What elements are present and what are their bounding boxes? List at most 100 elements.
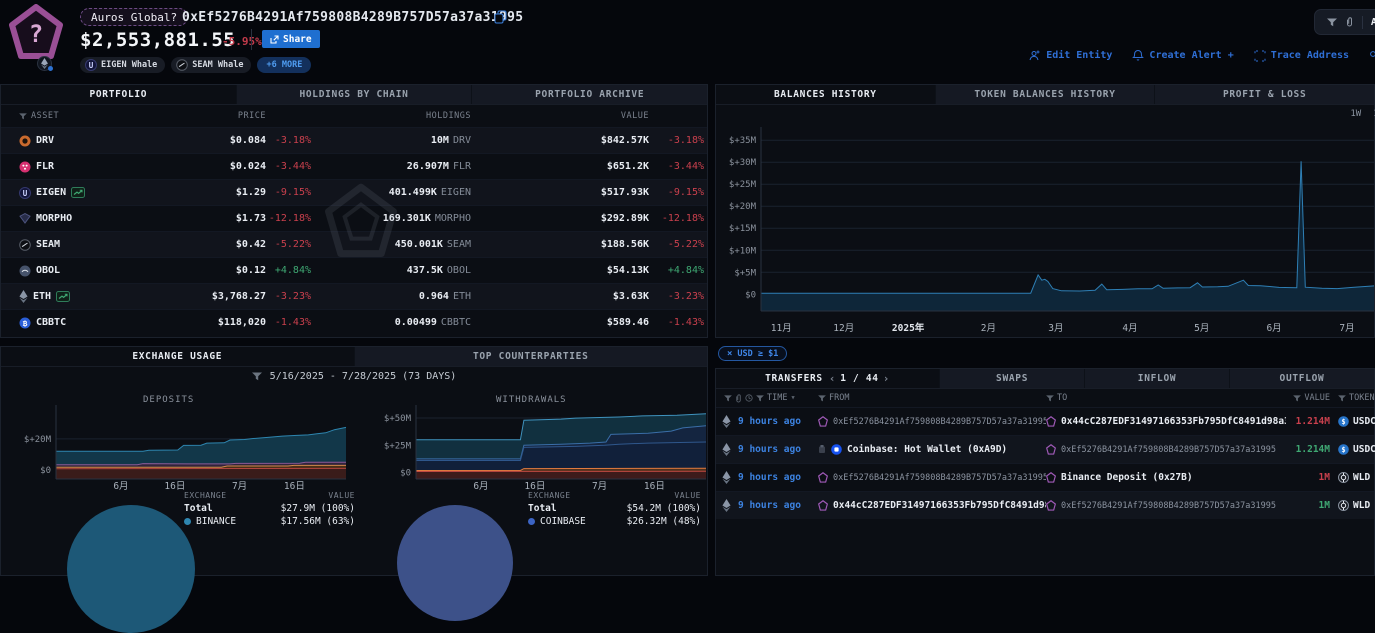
transfer-token[interactable]: WLD (1330, 472, 1375, 483)
deposits-chart[interactable]: $0 $+20M 6月 16日 7月 16日 (17, 401, 353, 493)
transfer-time[interactable]: 9 hours ago (738, 500, 801, 511)
share-icon (270, 34, 279, 44)
transfer-time[interactable]: 9 hours ago (738, 416, 801, 427)
transfer-row[interactable]: 9 hours ago 0xEf5276B4291Af759808B4289B75… (716, 407, 1375, 435)
deposits-pie-chart[interactable] (67, 505, 195, 633)
transfer-from-address[interactable]: Coinbase: Hot Wallet (0xA9D) (818, 444, 1046, 455)
svg-text:16日: 16日 (524, 481, 545, 492)
next-page-icon[interactable]: › (882, 372, 891, 385)
column-asset[interactable]: ASSET (19, 111, 169, 121)
asset-value: $292.89K (600, 213, 649, 224)
transfer-row[interactable]: 9 hours ago 0xEf5276B4291Af759808B4289B75… (716, 463, 1374, 491)
tab-profit-loss[interactable]: PROFIT & LOSS (1154, 85, 1375, 104)
asset-row-seam[interactable]: SEAM $0.42 -5.22% 450.001K SEAM $188.56K -5.22… (1, 231, 707, 257)
tab-swaps[interactable]: SWAPS (939, 369, 1085, 388)
transfer-value: 1.214M (1295, 416, 1330, 427)
chevron-down-icon: ▾ (790, 393, 796, 403)
tab-exchange-usage[interactable]: EXCHANGE USAGE (132, 351, 223, 362)
withdrawals-pie-chart[interactable] (397, 505, 513, 621)
asset-value: $3.63K (612, 291, 649, 302)
tab-holdings-by-chain[interactable]: HOLDINGS BY CHAIN (235, 85, 472, 104)
asset-row-cbbtc[interactable]: ₿ CBBTC $118,020 -1.43% 0.00499 CBBTC $589.46 -… (1, 309, 707, 335)
tab-transfers[interactable]: TRANSFERS ‹ 1 / 44 › (765, 372, 891, 385)
transfer-from-address[interactable]: 0xEf5276B4291Af759808B4289B757D57a37a319… (818, 416, 1046, 427)
svg-text:$: $ (1341, 418, 1345, 426)
svg-text:$+10M: $+10M (729, 246, 757, 256)
usdc-icon: $ (1338, 416, 1349, 427)
entity-tag[interactable]: +6 MORE (257, 57, 312, 73)
asset-name: SEAM (36, 239, 61, 250)
asset-row-drv[interactable]: DRV $0.084 -3.18% 10M DRV $842.57K -3.18% (1, 127, 707, 153)
column-holdings[interactable]: HOLDINGS (426, 111, 471, 121)
withdrawals-chart[interactable]: $0 $+25M $+50M 6月 16日 7月 16日 (377, 401, 713, 493)
svg-text:U: U (89, 61, 94, 70)
edit-entity-button[interactable]: Edit Entity (1028, 49, 1112, 62)
prev-page-icon[interactable]: ‹ (828, 372, 837, 385)
column-value[interactable]: VALUE (1286, 393, 1330, 403)
trace-address-button[interactable]: Trace Address (1254, 50, 1349, 62)
tab-portfolio-archive[interactable]: PORTFOLIO ARCHIVE (471, 85, 708, 104)
svg-text:16日: 16日 (644, 481, 665, 492)
column-value[interactable]: VALUE (620, 111, 649, 121)
visualize-network-icon[interactable] (1369, 46, 1375, 65)
svg-text:6月: 6月 (113, 481, 128, 492)
transfer-row[interactable]: 9 hours ago Coinbase: Hot Wallet (0xA9D) 0… (716, 435, 1375, 463)
wallet-address[interactable]: 0xEf5276B4291Af759808B4289B757D57a37a319… (182, 10, 524, 25)
transfer-value: 1M (1318, 472, 1330, 483)
divider (1361, 15, 1363, 29)
svg-text:7月: 7月 (592, 481, 607, 492)
transfer-from-address[interactable]: 0xEf5276B4291Af759808B4289B757D57a37a319… (818, 472, 1046, 483)
column-from[interactable]: FROM (818, 393, 1046, 403)
usd-filter-pill[interactable]: × USD ≥ $1 (718, 346, 788, 361)
share-button[interactable]: Share (262, 30, 320, 48)
asset-price: $0.084 (229, 135, 266, 146)
transfer-to-address[interactable]: 0xEf5276B4291Af759808B4289B757D57a37a319… (1046, 444, 1286, 455)
portfolio-panel: PORTFOLIO HOLDINGS BY CHAIN PORTFOLIO AR… (0, 84, 708, 338)
balances-panel: BALANCES HISTORY TOKEN BALANCES HISTORY … (715, 84, 1375, 338)
transfer-time[interactable]: 9 hours ago (738, 444, 801, 455)
drv-icon (19, 135, 31, 147)
tab-outflow[interactable]: OUTFLOW (1229, 369, 1374, 388)
asset-row-obol[interactable]: OBOL $0.12 +4.84% 437.5K OBOL $54.13K +4.84% (1, 257, 707, 283)
tab-token-balances-history[interactable]: TOKEN BALANCES HISTORY (934, 85, 1155, 104)
date-range-filter[interactable]: 5/16/2025 - 7/28/2025 (73 DAYS) (1, 371, 707, 382)
remove-filter-icon[interactable]: × (727, 348, 733, 359)
entity-tag[interactable]: SEAM Whale (171, 57, 252, 73)
network-filter-pill[interactable]: ALL NE (1313, 9, 1375, 35)
balances-tabs: BALANCES HISTORY TOKEN BALANCES HISTORY … (716, 85, 1375, 105)
column-token[interactable]: TOKEN (1330, 393, 1375, 403)
column-to[interactable]: TO (1046, 393, 1286, 403)
balances-history-chart[interactable]: $0 $+5M $+10M $+15M $+20M $+25M $+30M $+35M 11月 1… (729, 123, 1375, 335)
transfer-time[interactable]: 9 hours ago (738, 472, 801, 483)
range-1w[interactable]: 1W (1350, 109, 1362, 119)
svg-text:$+15M: $+15M (729, 224, 757, 234)
copy-address-icon[interactable] (494, 9, 507, 28)
entity-name-badge[interactable]: Auros Global? (80, 8, 189, 26)
transfer-to-address[interactable]: 0xEf5276B4291Af759808B4289B757D57a37a319… (1046, 500, 1286, 511)
svg-text:7月: 7月 (1339, 323, 1354, 334)
asset-price-pct: -3.44% (274, 161, 311, 172)
transfer-to-address[interactable]: 0x44cC287EDF31497166353Fb795DfC8491d98a3… (1046, 416, 1286, 427)
transfer-token[interactable]: WLD (1330, 500, 1375, 511)
asset-row-eth[interactable]: ETH $3,768.27 -3.23% 0.964 ETH $3.63K -3.23% (1, 283, 707, 309)
range-1m[interactable]: 1M (1373, 109, 1375, 119)
tab-balances-history[interactable]: BALANCES HISTORY (773, 89, 877, 100)
transfer-token[interactable]: $ USDC (1330, 444, 1375, 455)
column-time[interactable]: TIME ▾ (722, 393, 818, 403)
filter-icon (724, 394, 732, 401)
asset-row-flr[interactable]: FLR $0.024 -3.44% 26.907M FLR $651.2K -3.44% (1, 153, 707, 179)
asset-row-morpho[interactable]: MORPHO $1.73 -12.18% 169.301K MORPHO $292.89K… (1, 205, 707, 231)
create-alert-button[interactable]: Create Alert + (1132, 49, 1234, 62)
transfer-row[interactable]: 9 hours ago 0x44cC287EDF31497166353Fb795D… (716, 491, 1374, 519)
tab-inflow[interactable]: INFLOW (1084, 369, 1230, 388)
transfer-to-address[interactable]: Binance Deposit (0x27B) (1046, 472, 1286, 483)
asset-row-eigen[interactable]: U EIGEN $1.29 -9.15% 401.499K EIGEN $517.93K -9… (1, 179, 707, 205)
column-price[interactable]: PRICE (237, 111, 266, 121)
transfer-token[interactable]: $ USDC (1330, 416, 1375, 427)
entity-tag[interactable]: U EIGEN Whale (80, 57, 166, 73)
transfer-from-address[interactable]: 0x44cC287EDF31497166353Fb795DfC8491d98a3… (818, 500, 1046, 511)
tab-top-counterparties[interactable]: TOP COUNTERPARTIES (353, 347, 707, 366)
trend-badge-icon (56, 291, 71, 302)
tab-portfolio[interactable]: PORTFOLIO (89, 89, 148, 100)
asset-value-pct: -9.15% (667, 187, 704, 198)
